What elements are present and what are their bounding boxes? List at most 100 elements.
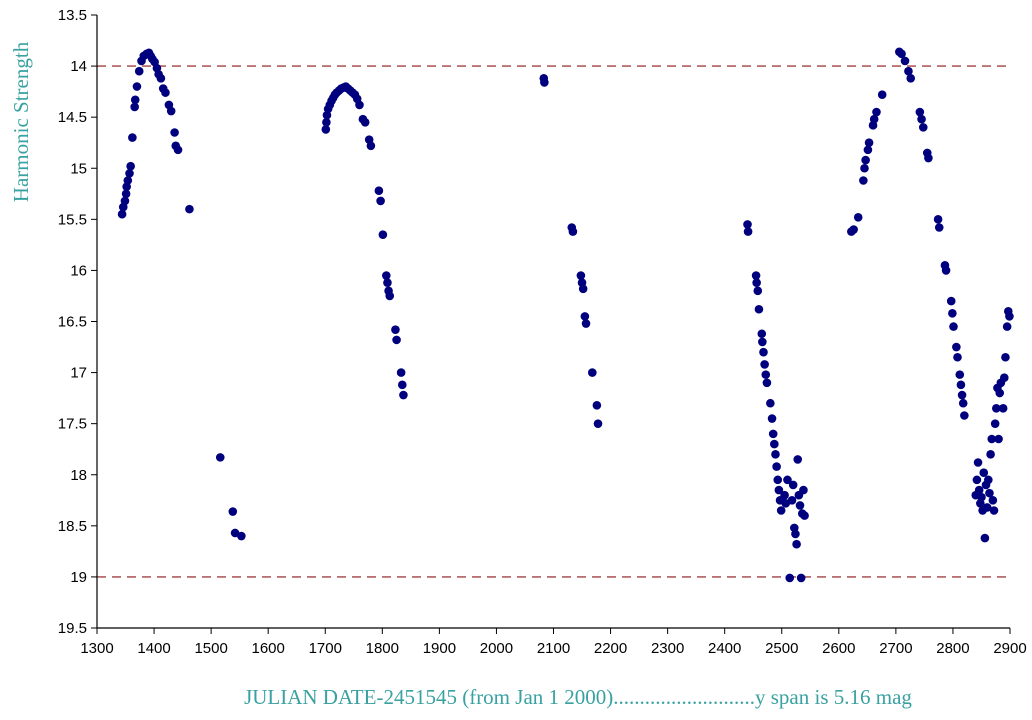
data-point — [933, 215, 943, 224]
data-point — [132, 82, 142, 91]
data-point — [758, 337, 767, 347]
data-point — [897, 49, 906, 59]
data-point — [593, 419, 603, 428]
data-point — [757, 329, 767, 339]
x-tick-label: 2700 — [879, 640, 912, 657]
data-point — [793, 455, 803, 464]
data-point — [999, 373, 1009, 382]
data-point — [955, 370, 965, 379]
data-point — [953, 352, 962, 362]
data-point — [161, 88, 170, 97]
data-point — [861, 155, 870, 165]
x-tick-label: 2800 — [936, 640, 969, 657]
x-tick-label: 1300 — [80, 640, 113, 657]
data-point — [385, 291, 395, 301]
x-tick-label: 2100 — [537, 640, 570, 657]
data-point — [989, 506, 999, 515]
data-point — [128, 133, 137, 142]
x-tick-label: 1700 — [309, 640, 342, 657]
data-point — [1005, 312, 1014, 321]
x-tick-label: 2200 — [594, 640, 627, 657]
data-point — [977, 492, 986, 502]
data-point — [924, 153, 933, 163]
data-point — [134, 66, 144, 76]
data-point — [979, 468, 989, 478]
data-point — [215, 453, 225, 462]
y-tick-label: 19.5 — [58, 620, 87, 637]
data-point — [588, 368, 597, 377]
data-point — [581, 319, 591, 328]
data-point — [986, 450, 995, 459]
data-point — [322, 117, 331, 127]
data-point — [960, 411, 969, 420]
x-tick-label: 2000 — [480, 640, 513, 657]
data-point — [864, 138, 874, 148]
data-point — [780, 490, 789, 500]
data-point — [770, 439, 779, 449]
data-point — [156, 74, 166, 83]
data-point — [952, 342, 961, 352]
data-point — [799, 485, 808, 495]
data-point — [990, 419, 1000, 428]
data-point — [130, 102, 139, 112]
data-point — [785, 573, 795, 583]
data-point — [994, 434, 1003, 444]
data-point — [374, 186, 384, 196]
data-point — [121, 189, 131, 199]
y-tick-label: 17.5 — [58, 416, 87, 433]
data-point — [863, 145, 873, 155]
data-point — [576, 271, 586, 280]
data-point — [760, 360, 769, 369]
x-tick-label: 1800 — [366, 640, 399, 657]
data-point — [860, 163, 869, 173]
y-tick-label: 18 — [70, 467, 87, 484]
y-tick-label: 15 — [70, 160, 87, 177]
data-point — [568, 227, 578, 236]
data-point — [957, 390, 967, 400]
y-tick-label: 18.5 — [58, 518, 87, 535]
data-point — [869, 114, 879, 124]
data-point — [796, 573, 806, 583]
data-point — [185, 204, 194, 214]
data-point — [918, 123, 928, 132]
data-point — [382, 271, 391, 280]
data-point — [783, 475, 792, 485]
x-tick-label: 1500 — [194, 640, 227, 657]
data-point — [540, 78, 549, 87]
data-point — [985, 488, 994, 498]
data-point — [578, 284, 588, 294]
data-point — [984, 475, 993, 485]
x-tick-label: 2600 — [822, 640, 855, 657]
x-tick-label: 1600 — [252, 640, 285, 657]
data-points — [117, 47, 1014, 583]
reference-lines — [97, 65, 1010, 578]
x-tick-label: 2400 — [708, 640, 741, 657]
data-point — [376, 196, 385, 206]
data-point — [762, 378, 772, 388]
x-ticks: 1300 1400 1500 1600 1700 1800 1900 2000 2100 2200… — [80, 628, 1027, 657]
data-point — [360, 117, 370, 127]
data-point — [120, 196, 130, 206]
y-tick-label: 16.5 — [58, 314, 87, 331]
data-point — [773, 475, 783, 485]
data-point — [980, 533, 990, 543]
data-point — [397, 380, 407, 390]
data-point — [795, 501, 805, 510]
data-point — [752, 278, 761, 287]
data-point — [776, 506, 786, 515]
data-point — [934, 223, 944, 232]
data-point — [972, 475, 982, 485]
data-point — [941, 266, 951, 275]
data-point — [743, 227, 753, 236]
data-point — [787, 495, 797, 505]
y-tick-label: 17 — [70, 365, 87, 382]
data-point — [130, 95, 140, 105]
data-point — [396, 368, 406, 377]
y-tick-label: 19 — [70, 569, 87, 586]
data-point — [982, 503, 992, 512]
y-tick-label: 16 — [70, 262, 87, 279]
data-point — [767, 414, 777, 423]
data-point — [800, 511, 809, 520]
data-point — [391, 325, 400, 334]
x-tick-label: 2500 — [765, 640, 798, 657]
